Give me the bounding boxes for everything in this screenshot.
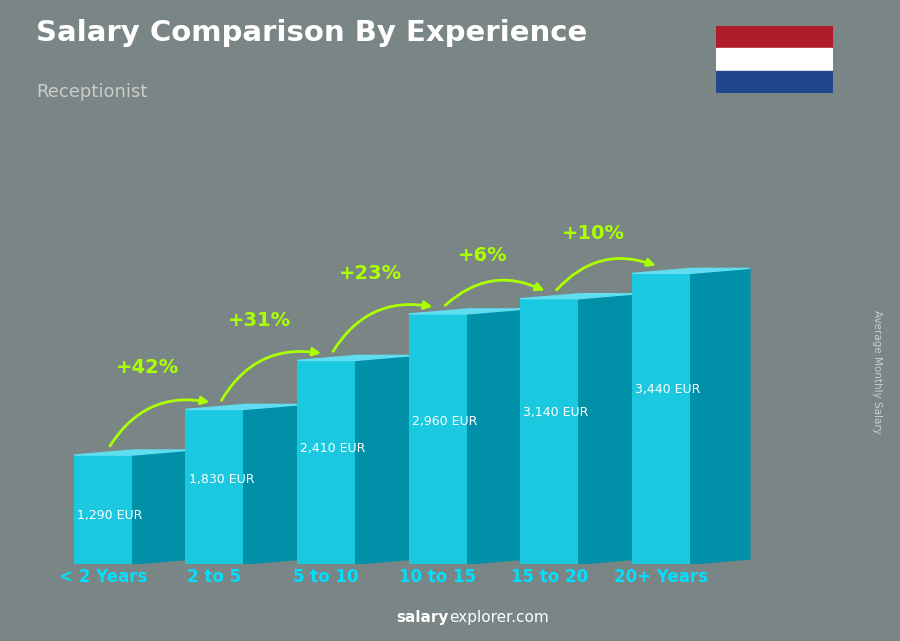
- Bar: [297, 360, 355, 564]
- Bar: [716, 71, 832, 93]
- Text: 2 to 5: 2 to 5: [187, 568, 241, 586]
- Text: Salary Comparison By Experience: Salary Comparison By Experience: [36, 19, 587, 47]
- Polygon shape: [297, 355, 415, 360]
- Bar: [520, 299, 578, 564]
- Bar: [716, 48, 832, 71]
- Text: 2,960 EUR: 2,960 EUR: [412, 415, 477, 428]
- Text: +31%: +31%: [228, 311, 291, 330]
- Polygon shape: [185, 404, 303, 410]
- Bar: [716, 26, 832, 48]
- Text: 5 to 10: 5 to 10: [293, 568, 359, 586]
- Polygon shape: [689, 269, 750, 564]
- Text: +6%: +6%: [457, 246, 507, 265]
- Bar: [409, 314, 466, 564]
- Bar: [185, 410, 244, 564]
- Text: 3,440 EUR: 3,440 EUR: [635, 383, 700, 396]
- Text: salary: salary: [397, 610, 449, 625]
- Text: 1,830 EUR: 1,830 EUR: [189, 472, 255, 485]
- Text: Average Monthly Salary: Average Monthly Salary: [872, 310, 883, 434]
- Text: +42%: +42%: [116, 358, 179, 378]
- Text: 3,140 EUR: 3,140 EUR: [524, 406, 589, 419]
- Text: 20+ Years: 20+ Years: [614, 568, 707, 586]
- Polygon shape: [632, 269, 750, 274]
- Text: 10 to 15: 10 to 15: [399, 568, 476, 586]
- Bar: [74, 455, 132, 564]
- Text: explorer.com: explorer.com: [449, 610, 549, 625]
- Text: Receptionist: Receptionist: [36, 83, 148, 101]
- Polygon shape: [355, 355, 415, 564]
- Text: 15 to 20: 15 to 20: [510, 568, 588, 586]
- Polygon shape: [74, 450, 193, 455]
- Text: +23%: +23%: [339, 263, 402, 283]
- Polygon shape: [132, 450, 193, 564]
- Polygon shape: [466, 309, 526, 564]
- Polygon shape: [520, 294, 638, 299]
- Text: 1,290 EUR: 1,290 EUR: [77, 508, 142, 522]
- Polygon shape: [578, 294, 638, 564]
- Text: +10%: +10%: [562, 224, 626, 243]
- Bar: [632, 274, 689, 564]
- Polygon shape: [409, 309, 526, 314]
- Polygon shape: [244, 404, 303, 564]
- Text: < 2 Years: < 2 Years: [58, 568, 147, 586]
- Text: 2,410 EUR: 2,410 EUR: [301, 442, 365, 454]
